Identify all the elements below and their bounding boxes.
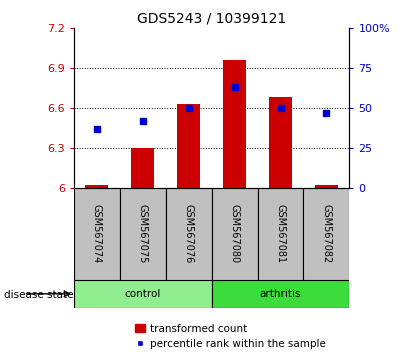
Text: GSM567075: GSM567075 xyxy=(138,204,148,263)
Bar xyxy=(303,188,349,280)
Text: disease state: disease state xyxy=(4,290,74,299)
Bar xyxy=(212,280,349,308)
Bar xyxy=(223,60,246,188)
Text: GSM567074: GSM567074 xyxy=(92,204,102,263)
Bar xyxy=(74,188,120,280)
Bar xyxy=(132,148,154,188)
Bar xyxy=(177,104,200,188)
Bar xyxy=(120,188,166,280)
Bar xyxy=(85,185,109,188)
Text: GSM567082: GSM567082 xyxy=(321,204,331,263)
Bar xyxy=(166,188,212,280)
Text: GSM567081: GSM567081 xyxy=(275,204,286,263)
Bar xyxy=(74,280,212,308)
Bar xyxy=(315,185,338,188)
Legend: transformed count, percentile rank within the sample: transformed count, percentile rank withi… xyxy=(135,324,326,349)
Bar xyxy=(269,97,292,188)
Bar xyxy=(212,188,258,280)
Text: GSM567080: GSM567080 xyxy=(230,204,240,263)
Title: GDS5243 / 10399121: GDS5243 / 10399121 xyxy=(137,12,286,26)
Bar xyxy=(258,188,303,280)
Text: arthritis: arthritis xyxy=(260,289,301,299)
Text: control: control xyxy=(125,289,161,299)
Text: GSM567076: GSM567076 xyxy=(184,204,194,263)
